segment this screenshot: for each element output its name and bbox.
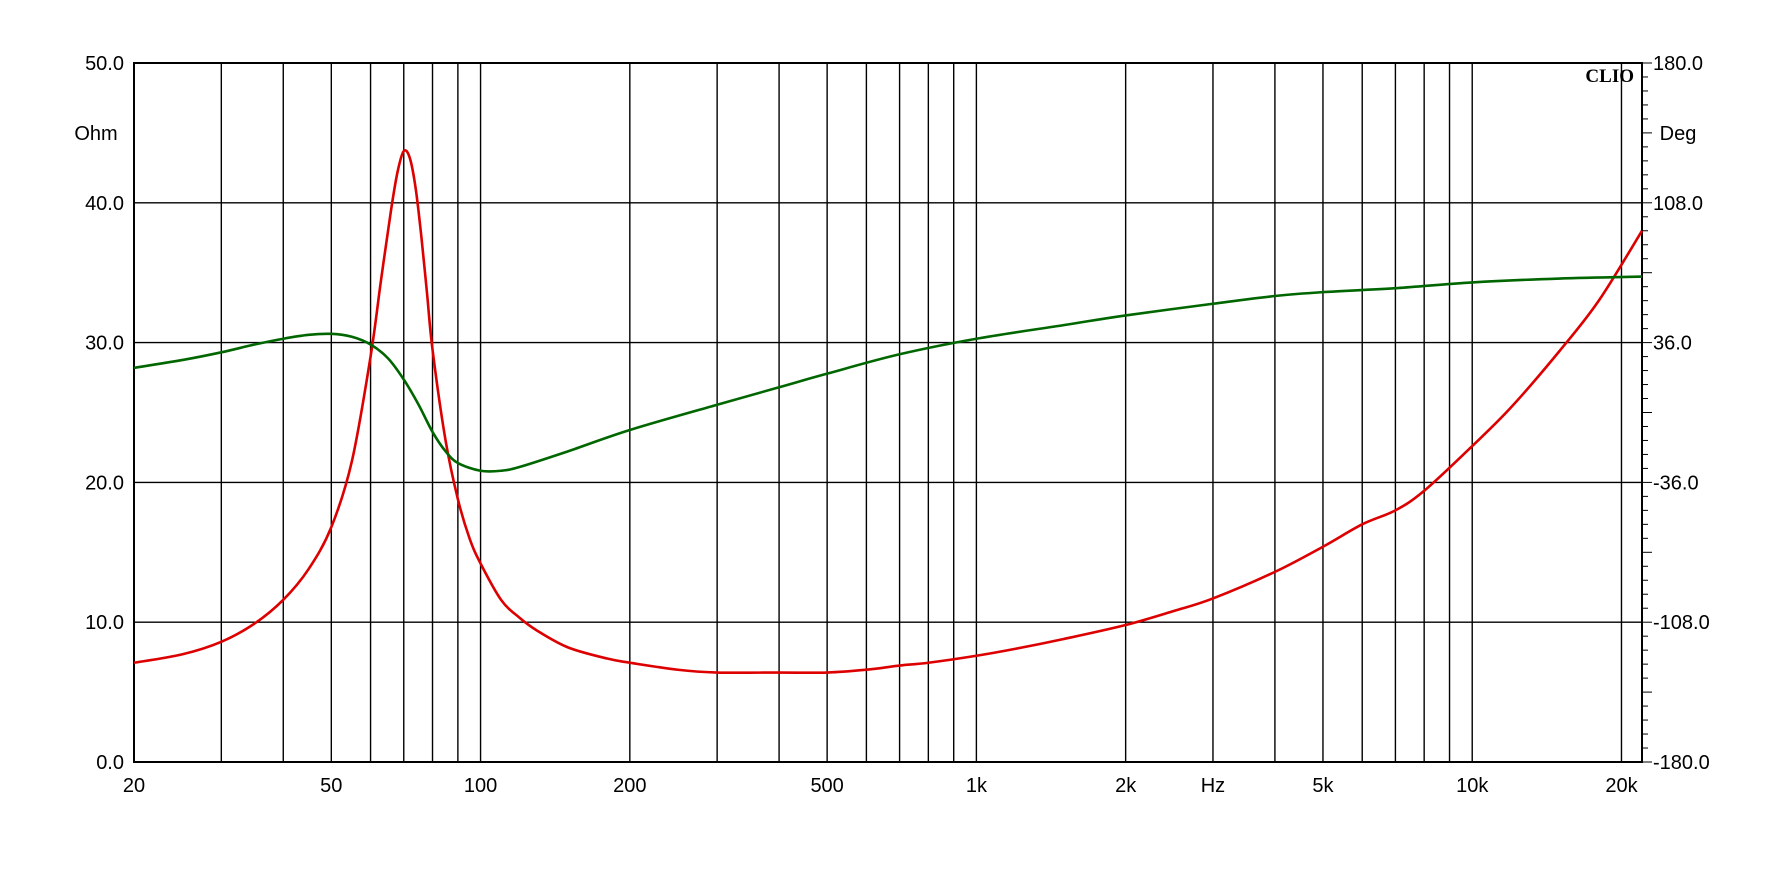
right-tick-label: 180.0: [1653, 53, 1703, 75]
right-tick-label: -180.0: [1653, 752, 1710, 774]
left-axis-labels: 0.0 10.0 20.0 30.0 40.0 50.0: [85, 53, 124, 774]
x-tick-label: 200: [613, 775, 646, 797]
right-tick-label: 108.0: [1653, 193, 1703, 215]
left-tick-label: 30.0: [85, 333, 124, 355]
left-tick-label: 40.0: [85, 193, 124, 215]
series-layer: [133, 149, 1644, 675]
plot-frame: [133, 62, 1643, 763]
x-tick-label: 100: [464, 775, 497, 797]
left-tick-label: 20.0: [85, 472, 124, 494]
x-axis-unit-label: Hz: [1201, 775, 1225, 797]
x-tick-label: 20: [123, 775, 145, 797]
x-tick-label: 5k: [1312, 775, 1334, 797]
x-tick-label: 10k: [1456, 775, 1489, 797]
right-tick-label: -36.0: [1653, 472, 1699, 494]
left-tick-label: 10.0: [85, 612, 124, 634]
x-tick-label: 2k: [1115, 775, 1137, 797]
x-tick-label: 20k: [1605, 775, 1638, 797]
vertical-gridlines: [220, 63, 1623, 762]
x-tick-label: 1k: [966, 775, 988, 797]
x-tick-label: 50: [320, 775, 342, 797]
left-tick-label: 0.0: [96, 752, 124, 774]
x-axis-labels: 20 50 100 200 500 1k 2k 5k 10k 20k: [123, 775, 1639, 797]
right-axis-labels: -180.0 -108.0 -36.0 36.0 108.0 180.0: [1653, 53, 1710, 774]
phase-curve-series: [133, 275, 1643, 473]
right-tick-label: -108.0: [1653, 612, 1710, 634]
left-axis-unit-label: Ohm: [74, 123, 117, 145]
x-tick-label: 500: [810, 775, 843, 797]
right-tick-label: 36.0: [1653, 333, 1692, 355]
right-axis-unit-label: Deg: [1660, 123, 1697, 145]
clio-brand-label: CLIO: [1585, 66, 1634, 87]
impedance-curve-series: [133, 149, 1644, 675]
left-tick-label: 50.0: [85, 53, 124, 75]
